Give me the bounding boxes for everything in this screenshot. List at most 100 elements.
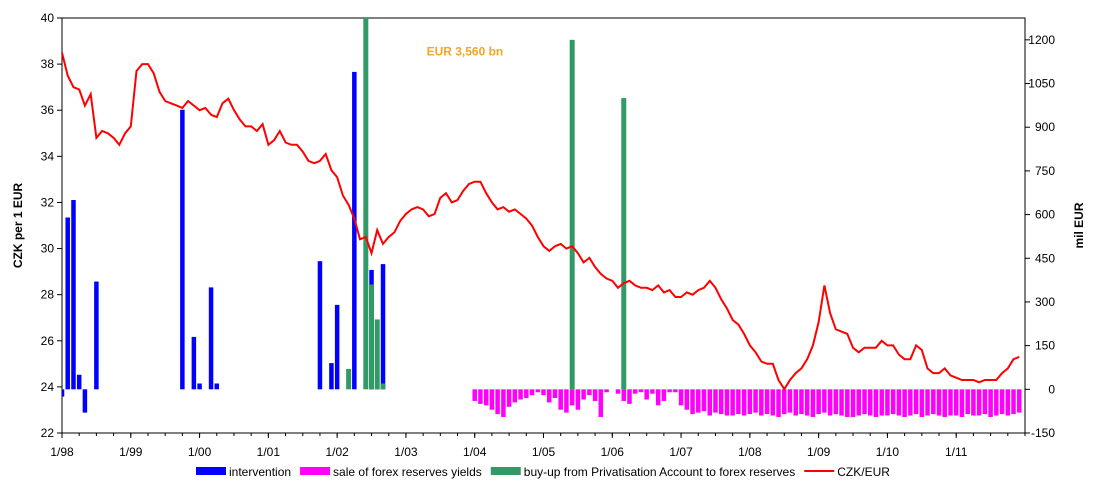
- right-tick-label: -150: [1031, 426, 1055, 440]
- sale-bar: [621, 389, 627, 401]
- sale-bar: [707, 389, 713, 416]
- buyup-bar: [380, 383, 386, 390]
- left-tick-label: 40: [41, 11, 55, 25]
- x-tick-label: 1/10: [876, 445, 900, 459]
- sale-bar: [524, 389, 529, 399]
- sale-bar: [696, 389, 701, 413]
- sale-bar: [873, 389, 879, 417]
- sale-bar: [936, 389, 942, 416]
- right-tick-label: 900: [1035, 120, 1055, 134]
- sale-bar: [489, 389, 495, 410]
- right-tick-label: 1200: [1028, 33, 1055, 47]
- sale-bar: [1017, 389, 1022, 413]
- sale-bar: [839, 389, 844, 416]
- sale-bar: [569, 389, 575, 406]
- buyup-bar: [374, 319, 380, 390]
- intervention-bar: [352, 71, 357, 390]
- legend-label: buy-up from Privatisation Account to for…: [524, 465, 795, 479]
- sale-bar: [994, 389, 999, 416]
- x-tick-label: 1/07: [669, 445, 693, 459]
- right-tick-label: 450: [1035, 251, 1055, 265]
- sale-bar: [913, 389, 919, 415]
- sale-bar: [552, 389, 558, 399]
- sale-bar: [919, 389, 925, 417]
- sale-bar: [587, 389, 592, 396]
- sale-bar: [581, 389, 586, 400]
- sale-bar: [632, 389, 638, 394]
- sale-bar: [644, 389, 649, 400]
- sale-bar: [655, 389, 661, 406]
- sale-bar: [793, 389, 798, 416]
- x-tick-label: 1/04: [463, 445, 487, 459]
- legend-label: intervention: [229, 465, 291, 479]
- sale-bar: [736, 389, 741, 415]
- legend-label: sale of forex reserves yields: [333, 465, 482, 479]
- sale-bar: [965, 389, 970, 415]
- sale-bar: [953, 389, 959, 416]
- intervention-bar: [71, 200, 76, 390]
- buyup-bar: [621, 98, 627, 390]
- x-tick-label: 1/03: [394, 445, 418, 459]
- sale-bar: [747, 389, 753, 415]
- intervention-bar: [208, 287, 214, 390]
- right-tick-label: 150: [1035, 339, 1055, 353]
- intervention-bar: [380, 264, 386, 390]
- sale-bar: [782, 389, 787, 415]
- x-tick-label: 1/00: [188, 445, 212, 459]
- left-tick-label: 26: [41, 334, 55, 348]
- sale-bar: [718, 389, 724, 415]
- sale-bar: [850, 389, 856, 417]
- legend-swatch: [490, 467, 521, 475]
- intervention-bar: [62, 389, 65, 397]
- x-tick-label: 1/05: [532, 445, 556, 459]
- intervention-bar: [197, 383, 202, 390]
- sale-bar: [988, 389, 993, 417]
- sale-bar: [506, 389, 512, 407]
- x-tick-label: 1/06: [601, 445, 625, 459]
- x-tick-label: 1/11: [945, 445, 968, 459]
- left-tick-label: 30: [41, 242, 55, 256]
- right-tick-label: 1050: [1028, 77, 1055, 91]
- sale-bar: [535, 389, 541, 393]
- sale-bar: [690, 389, 695, 415]
- sale-bar: [592, 389, 598, 401]
- sale-bar: [885, 389, 890, 416]
- buyup-bar: [569, 39, 575, 390]
- sale-bar: [684, 389, 690, 410]
- sale-bar: [472, 389, 477, 401]
- sale-bar: [650, 389, 655, 394]
- sale-bar: [529, 389, 535, 396]
- sale-bar: [667, 389, 672, 393]
- left-tick-label: 32: [41, 195, 55, 209]
- sale-bar: [627, 389, 632, 404]
- sale-bar: [1011, 389, 1016, 415]
- intervention-bar: [82, 389, 88, 413]
- sale-bar: [822, 389, 827, 413]
- x-tick-label: 1/02: [325, 445, 349, 459]
- sale-bar: [478, 389, 483, 404]
- sale-bar: [512, 389, 518, 403]
- intervention-bar: [180, 109, 185, 390]
- buyup-bar: [363, 18, 369, 390]
- sale-bar: [959, 389, 965, 417]
- left-axis-title: CZK per 1 EUR: [11, 182, 25, 268]
- sale-bar: [845, 389, 850, 417]
- x-tick-label: 1/08: [738, 445, 762, 459]
- sale-bar: [770, 389, 776, 416]
- sale-bar: [759, 389, 764, 416]
- legend-label: CZK/EUR: [837, 465, 890, 479]
- sale-bar: [713, 389, 718, 413]
- right-tick-label: 300: [1035, 295, 1055, 309]
- sale-bar: [673, 389, 678, 393]
- x-tick-label: 1/98: [50, 445, 74, 459]
- sale-bar: [564, 389, 569, 413]
- sale-bar: [787, 389, 793, 413]
- intervention-bar: [76, 374, 82, 390]
- sale-bar: [546, 389, 552, 403]
- sale-bar: [976, 389, 982, 416]
- sale-bar: [879, 389, 884, 416]
- sale-bar: [575, 389, 581, 410]
- sale-bar: [598, 389, 604, 417]
- sale-bar: [776, 389, 781, 417]
